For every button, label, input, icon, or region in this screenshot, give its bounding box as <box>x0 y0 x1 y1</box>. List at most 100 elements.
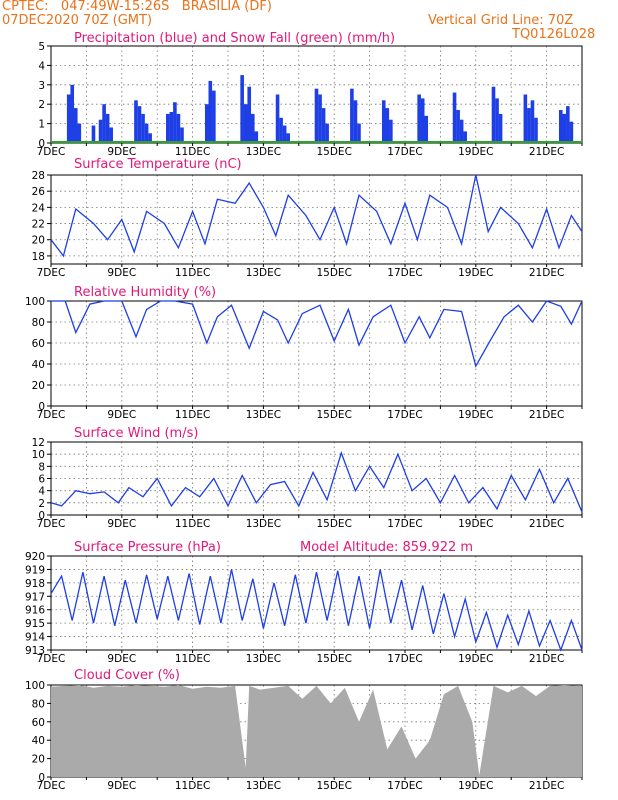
precip-bar <box>566 106 570 143</box>
precip-bar <box>456 110 460 143</box>
precip-bar <box>357 123 361 143</box>
precip-bar <box>105 113 110 143</box>
precip-bar <box>144 123 149 143</box>
precip-bar <box>385 108 390 143</box>
series-line <box>50 569 583 652</box>
x-tick-label: 15DEC <box>316 653 351 665</box>
precip-bar <box>498 113 503 143</box>
precip-bar <box>109 127 113 143</box>
precip-bar <box>134 100 138 143</box>
panel-4: Surface Pressure (hPa) Model Altitude: 85… <box>25 540 583 665</box>
precip-bar <box>77 123 82 143</box>
x-tick-label: 17DEC <box>387 653 422 665</box>
precip-bar <box>176 113 181 143</box>
x-tick-label: 7DEC <box>37 267 66 279</box>
precip-bar <box>166 113 170 143</box>
precip-bar <box>254 131 259 143</box>
precip-bar <box>463 131 467 143</box>
x-tick-label: 9DEC <box>107 267 136 279</box>
y-tick-label: 0 <box>38 138 45 150</box>
y-tick-label: 20 <box>32 380 45 392</box>
y-tick-label: 0 <box>38 401 45 413</box>
precip-bar <box>325 123 329 143</box>
precip-bar <box>73 108 78 143</box>
y-tick-label: 918 <box>25 578 45 590</box>
precip-bar <box>279 117 283 143</box>
precip-bar <box>530 100 535 143</box>
precip-bar <box>381 100 386 143</box>
precip-bar <box>70 84 75 143</box>
panel-title: Precipitation (blue) and Snow Fall (gree… <box>74 31 395 46</box>
x-tick-label: 13DEC <box>246 780 281 792</box>
precip-bar <box>66 94 71 143</box>
precip-bar <box>350 88 354 143</box>
precip-bar <box>275 94 280 143</box>
y-tick-label: 2 <box>38 99 45 111</box>
plot-frame <box>50 174 583 265</box>
x-tick-label: 15DEC <box>316 518 351 530</box>
precip-bar <box>314 88 319 143</box>
y-tick-label: 920 <box>25 551 45 563</box>
y-tick-label: 8 <box>38 461 45 473</box>
precip-bar <box>495 98 499 143</box>
precip-bar <box>424 115 429 143</box>
x-tick-label: 19DEC <box>458 409 493 421</box>
y-tick-label: 22 <box>32 219 45 231</box>
precip-bar <box>417 94 421 143</box>
precip-bar <box>102 104 106 143</box>
precip-bar <box>282 125 287 143</box>
y-tick-label: 20 <box>32 235 45 247</box>
precip-bar <box>204 104 209 143</box>
x-tick-label: 17DEC <box>387 518 422 530</box>
panel-title: Surface Temperature (nC) <box>74 157 242 172</box>
precip-bar <box>452 92 457 143</box>
plot-frame <box>50 300 583 407</box>
y-tick-label: 915 <box>25 618 45 630</box>
y-tick-label: 5 <box>38 41 45 53</box>
header-model-code: TQ0126L028 <box>512 27 596 42</box>
precip-bar <box>98 119 103 143</box>
x-tick-label: 7DEC <box>37 780 66 792</box>
precip-bar <box>353 100 358 143</box>
precip-bar <box>420 98 425 143</box>
header-datetime: 07DEC2020 70Z (GMT) <box>2 13 153 28</box>
panel-0: Precipitation (blue) and Snow Fall (gree… <box>37 31 583 158</box>
x-tick-label: 19DEC <box>458 267 493 279</box>
panel-title: Surface Wind (m/s) <box>74 426 198 441</box>
y-tick-label: 60 <box>32 717 45 729</box>
x-tick-label: 11DEC <box>175 146 210 158</box>
x-tick-label: 9DEC <box>107 409 136 421</box>
y-tick-label: 100 <box>25 296 45 308</box>
x-tick-label: 13DEC <box>246 267 281 279</box>
x-tick-label: 11DEC <box>175 653 210 665</box>
precip-bar <box>91 125 96 143</box>
precip-bar <box>318 94 322 143</box>
y-tick-label: 12 <box>32 437 45 449</box>
x-tick-label: 17DEC <box>387 409 422 421</box>
x-tick-label: 17DEC <box>387 780 422 792</box>
precip-bar <box>240 75 244 143</box>
x-tick-label: 7DEC <box>37 409 66 421</box>
precip-bar <box>208 80 213 143</box>
x-tick-label: 21DEC <box>529 146 564 158</box>
precip-bar <box>243 104 248 143</box>
y-tick-label: 24 <box>32 202 46 214</box>
precip-bar <box>250 113 255 143</box>
y-tick-label: 60 <box>32 338 45 350</box>
x-tick-label: 19DEC <box>458 780 493 792</box>
precip-bar <box>212 90 216 143</box>
precip-bar <box>459 119 464 143</box>
y-tick-label: 913 <box>25 645 45 657</box>
precip-bar <box>247 86 252 143</box>
cloud-area <box>51 685 582 777</box>
precip-bar <box>286 133 290 143</box>
precip-bar <box>169 111 174 143</box>
y-tick-label: 26 <box>32 186 46 198</box>
y-tick-label: 3 <box>38 80 45 92</box>
y-tick-label: 80 <box>32 698 45 710</box>
y-tick-label: 2 <box>38 498 45 510</box>
x-tick-label: 21DEC <box>529 518 564 530</box>
x-tick-label: 15DEC <box>316 146 351 158</box>
panel-1: Surface Temperature (nC) 18 20 22 24 26 28 7DEC… <box>32 157 583 279</box>
